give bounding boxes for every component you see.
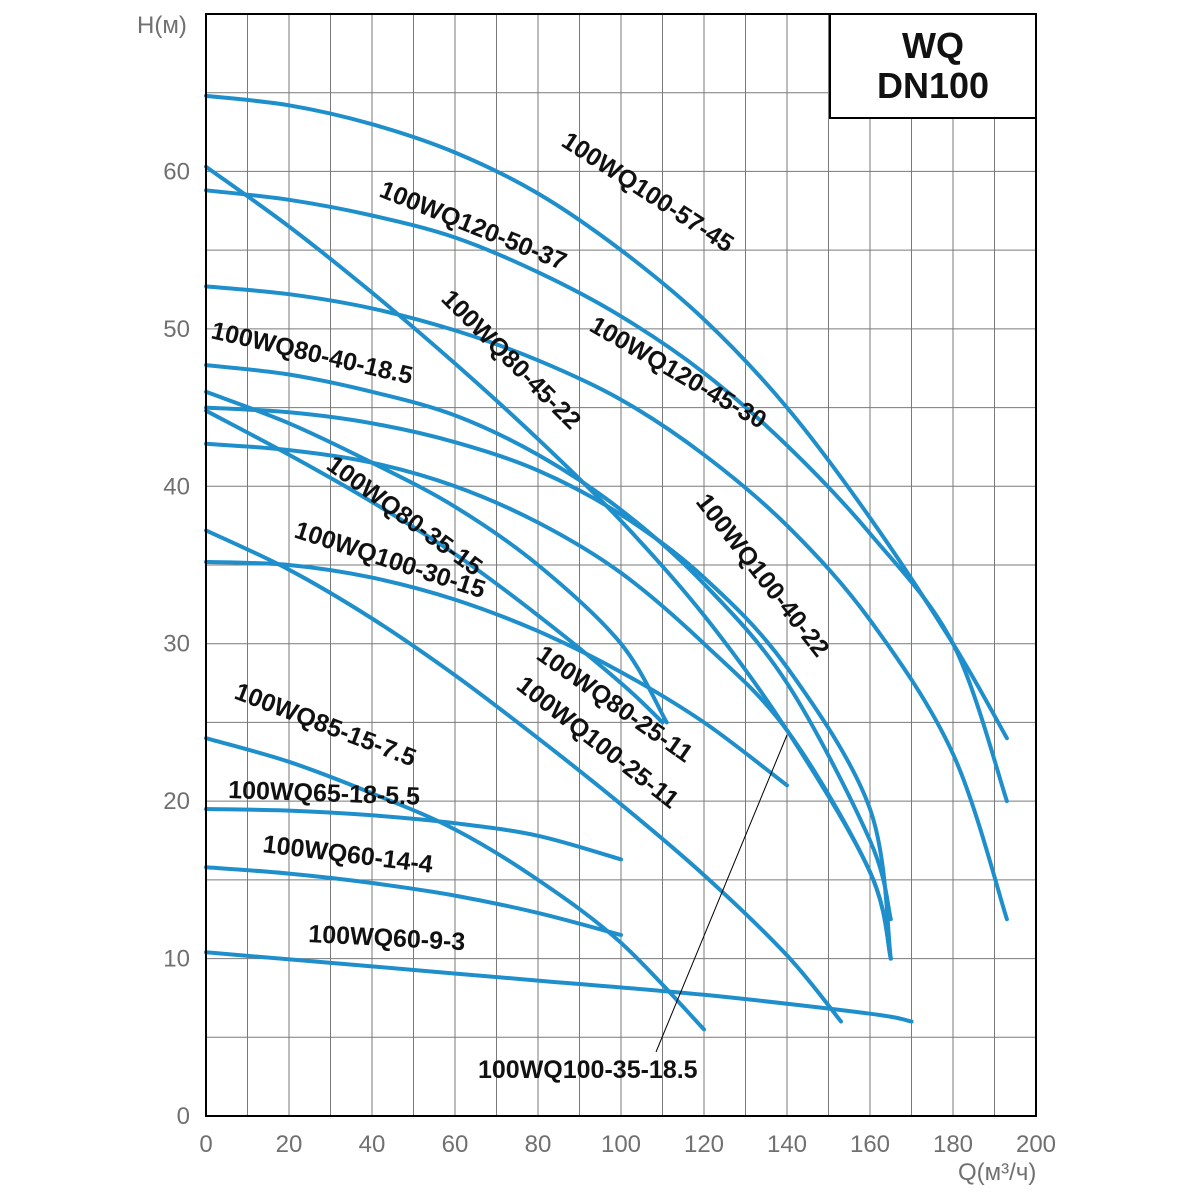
- curve-label: 100WQ100-57-45: [557, 127, 739, 259]
- curve-label: 100WQ120-50-37: [376, 176, 571, 276]
- x-tick-label: 160: [850, 1131, 890, 1158]
- leader-line: [655, 734, 788, 1053]
- series-line: [204, 807, 623, 862]
- y-tick-label: 50: [163, 316, 190, 343]
- y-tick-label: 20: [163, 788, 190, 815]
- curve-label: 100WQ85-15-7.5: [231, 677, 420, 772]
- y-tick-label: 30: [163, 631, 190, 658]
- curve-label: 100WQ100-35-18.5: [478, 1056, 698, 1084]
- y-axis-label: H(м): [137, 12, 187, 39]
- chart-subtitle: DN100: [877, 65, 989, 106]
- series-line: [204, 408, 665, 725]
- series-line: [204, 389, 669, 725]
- series-line: [204, 865, 623, 937]
- series-layer: [204, 93, 1009, 1032]
- series-line: [204, 950, 914, 1024]
- x-tick-label: 80: [525, 1131, 552, 1158]
- curve-label: 100WQ60-9-3: [308, 920, 466, 956]
- title-box-frame: [829, 13, 1037, 119]
- x-tick-label: 120: [684, 1131, 724, 1158]
- x-tick-label: 180: [933, 1131, 973, 1158]
- series-line: [204, 405, 893, 961]
- series-line: [204, 284, 1009, 922]
- chart-title: WQ: [902, 25, 964, 66]
- series-line: [204, 93, 1009, 741]
- axes: [205, 13, 1037, 1117]
- y-tick-label: 10: [163, 946, 190, 973]
- series-line: [204, 188, 1009, 804]
- y-tick-label: 40: [163, 473, 190, 500]
- x-axis-label: Q(м³/ч): [958, 1159, 1036, 1186]
- series-line: [204, 559, 789, 788]
- curve-label: 100WQ65-18-5.5: [228, 776, 421, 811]
- series-line: [204, 736, 706, 1032]
- x-tick-label: 20: [276, 1131, 303, 1158]
- plot-frame: [205, 13, 1037, 1117]
- curve-label: 100WQ120-45-30: [585, 311, 771, 435]
- x-tick-label: 140: [767, 1131, 807, 1158]
- y-tick-label: 60: [163, 158, 190, 185]
- x-tick-label: 60: [442, 1131, 469, 1158]
- x-tick-label: 40: [359, 1131, 386, 1158]
- x-tick-label: 200: [1016, 1131, 1056, 1158]
- tick-labels: 0 20 40 60 80 100 120 140 160 180 200 0 10 20 30 40 50 60: [163, 158, 1056, 1158]
- x-tick-label: 100: [601, 1131, 641, 1158]
- y-tick-label: 0: [177, 1103, 190, 1130]
- series-line: [204, 441, 893, 961]
- title-box: WQ DN100: [829, 13, 1037, 119]
- series-line: [204, 528, 843, 1024]
- x-tick-label: 0: [199, 1131, 212, 1158]
- series-line: [204, 363, 893, 922]
